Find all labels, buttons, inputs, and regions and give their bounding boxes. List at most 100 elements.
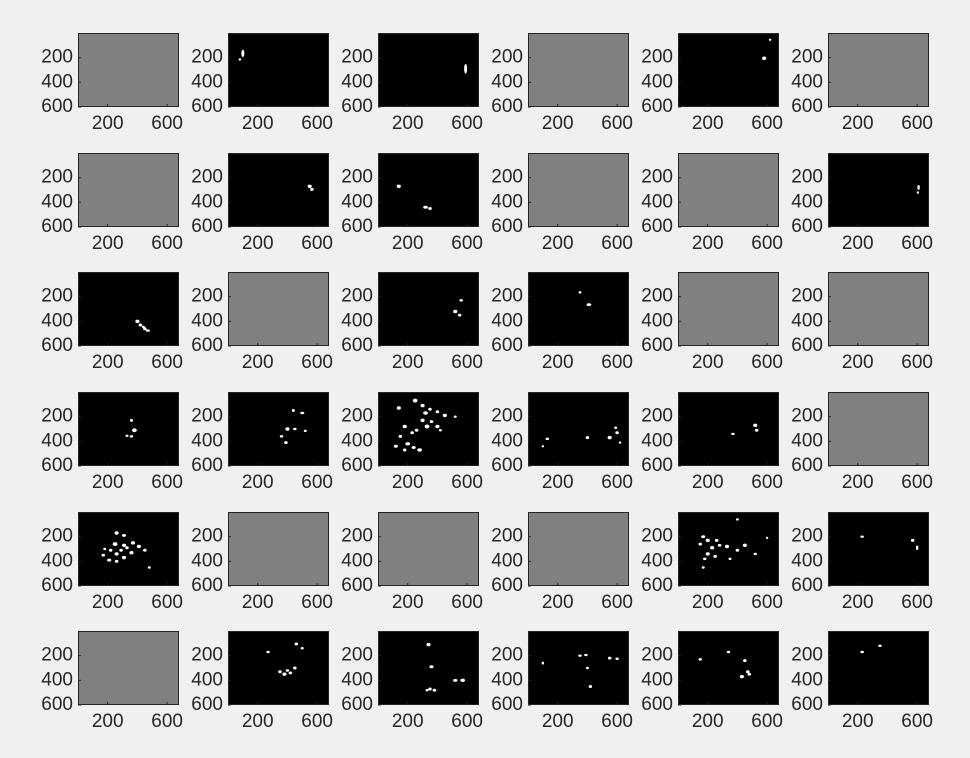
y-tick-label: 400 [641, 669, 673, 690]
blob-mark [546, 438, 550, 440]
x-tick-label: 200 [692, 592, 724, 613]
blob-mark [139, 324, 143, 327]
blob-mark [293, 428, 297, 430]
y-tick-label: 400 [641, 430, 673, 451]
subplot-svg: 200 400 600 200 600 [316, 508, 485, 614]
y-tick-label: 600 [41, 575, 73, 596]
subplot-svg: 200 400 600 200 600 [616, 29, 785, 135]
subplot-r4-c4: 200 400 600 200 600 [466, 388, 635, 494]
subplot-svg: 200 400 600 200 600 [466, 29, 635, 135]
blob-mark [430, 420, 434, 423]
subplot-r2-c6: 200 400 600 200 600 [766, 149, 935, 255]
y-tick-label: 600 [491, 335, 523, 356]
blob-mark [589, 685, 593, 688]
blob-mark [403, 448, 407, 451]
subplot-r1-c2: 200 400 600 200 600 [166, 29, 335, 135]
blob-mark [293, 667, 297, 670]
x-tick-label: 200 [692, 113, 724, 134]
y-tick-label: 400 [191, 71, 223, 92]
mask-image [528, 272, 629, 346]
blob-mark [436, 410, 440, 413]
y-tick-label: 400 [191, 191, 223, 212]
subplot-r1-c1: 200 400 600 200 600 [16, 29, 185, 135]
y-tick-label: 600 [791, 694, 823, 715]
y-tick-label: 400 [791, 191, 823, 212]
y-tick-label: 600 [191, 335, 223, 356]
x-tick-label: 200 [542, 592, 574, 613]
x-tick-label: 600 [901, 113, 933, 134]
blank-image [828, 392, 929, 466]
y-tick-label: 200 [191, 526, 223, 547]
x-tick-label: 200 [842, 592, 874, 613]
blob-mark [135, 320, 139, 323]
y-tick-label: 200 [41, 47, 73, 68]
x-tick-label: 200 [242, 113, 274, 134]
blob-mark [426, 643, 430, 646]
blob-mark [753, 553, 757, 555]
x-tick-label: 200 [242, 233, 274, 254]
x-tick-label: 200 [542, 113, 574, 134]
y-tick-label: 400 [491, 71, 523, 92]
y-tick-label: 400 [791, 669, 823, 690]
y-tick-label: 200 [641, 406, 673, 427]
y-tick-label: 600 [491, 575, 523, 596]
y-tick-label: 400 [341, 191, 373, 212]
subplot-svg: 200 400 600 200 600 [766, 268, 935, 374]
blob-mark [743, 659, 747, 662]
blob-mark [608, 657, 612, 660]
subplot-r5-c3: 200 400 600 200 600 [316, 508, 485, 614]
blob-mark [130, 435, 134, 437]
y-tick-label: 400 [641, 71, 673, 92]
subplot-r2-c2: 200 400 600 200 600 [166, 149, 335, 255]
blob-mark [459, 299, 463, 301]
y-tick-label: 600 [341, 216, 373, 237]
blob-mark [410, 431, 414, 434]
blob-mark [587, 303, 592, 306]
subplot-r2-c1: 200 400 600 200 600 [16, 149, 185, 255]
blob-mark [423, 411, 428, 414]
y-tick-label: 600 [191, 216, 223, 237]
blob-mark [129, 551, 133, 554]
subplot-r3-c4: 200 400 600 200 600 [466, 268, 635, 374]
blob-mark [725, 545, 729, 548]
x-tick-label: 200 [92, 711, 124, 732]
x-tick-label: 200 [92, 233, 124, 254]
mask-image [378, 272, 479, 346]
y-tick-label: 400 [341, 550, 373, 571]
blob-mark [740, 675, 744, 678]
blob-mark [284, 441, 288, 444]
mask-image [828, 512, 929, 586]
mask-image [678, 512, 779, 586]
blob-mark [736, 518, 739, 520]
mask-image [828, 631, 929, 705]
y-tick-label: 200 [41, 167, 73, 188]
mask-image [228, 153, 329, 227]
blob-mark [710, 546, 714, 549]
blob-mark [428, 408, 432, 411]
mask-image [378, 33, 479, 107]
subplot-r4-c3: 200 400 600 200 600 [316, 388, 485, 494]
y-tick-label: 400 [791, 550, 823, 571]
blob-mark [584, 654, 588, 656]
subplot-r2-c5: 200 400 600 200 600 [616, 149, 785, 255]
y-tick-label: 600 [641, 335, 673, 356]
y-tick-label: 600 [491, 455, 523, 476]
x-tick-label: 600 [901, 472, 933, 493]
x-tick-label: 200 [842, 472, 874, 493]
subplot-svg: 200 400 600 200 600 [766, 388, 935, 494]
x-tick-label: 200 [392, 113, 424, 134]
subplot-r6-c1: 200 400 600 200 600 [16, 627, 185, 733]
subplot-svg: 200 400 600 200 600 [616, 627, 785, 733]
y-tick-label: 200 [791, 47, 823, 68]
mask-image [228, 392, 329, 466]
subplot-r6-c6: 200 400 600 200 600 [766, 627, 935, 733]
subplot-svg: 200 400 600 200 600 [616, 149, 785, 255]
subplot-svg: 200 400 600 200 600 [316, 268, 485, 374]
subplot-r4-c5: 200 400 600 200 600 [616, 388, 785, 494]
subplot-r6-c5: 200 400 600 200 600 [616, 627, 785, 733]
x-tick-label: 200 [392, 472, 424, 493]
y-tick-label: 600 [791, 335, 823, 356]
y-tick-label: 600 [491, 96, 523, 117]
blob-mark [755, 429, 759, 432]
blank-image [828, 272, 929, 346]
